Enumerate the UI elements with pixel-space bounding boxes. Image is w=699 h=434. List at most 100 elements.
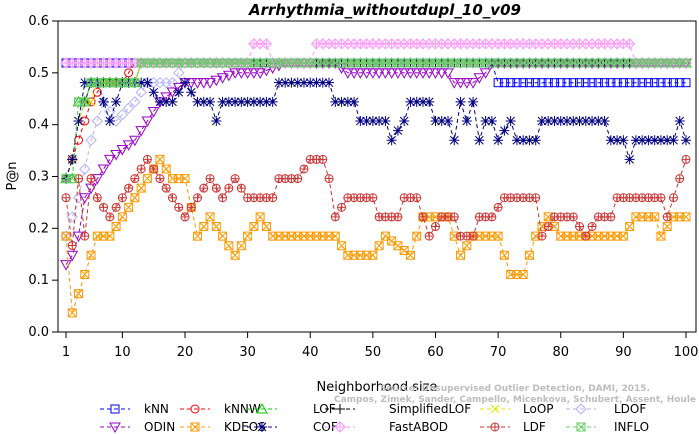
data-point-cof bbox=[98, 96, 109, 107]
data-point-cof bbox=[505, 116, 516, 127]
data-point-odin bbox=[204, 78, 216, 89]
data-point-kdeos bbox=[337, 241, 347, 251]
data-point-ldf bbox=[61, 193, 71, 203]
data-point-ldof bbox=[72, 192, 85, 204]
data-point-kdeos bbox=[261, 222, 271, 232]
data-point-cof bbox=[286, 77, 297, 88]
data-point-cof bbox=[511, 135, 522, 146]
data-point-cof bbox=[411, 96, 422, 107]
data-point-odin bbox=[410, 68, 423, 79]
data-point-odin bbox=[122, 140, 135, 151]
legend-label: kNN bbox=[144, 402, 169, 416]
legend-item-odin: ODIN bbox=[100, 420, 175, 434]
data-point-cof bbox=[355, 116, 366, 127]
data-point-kdeos bbox=[61, 231, 71, 241]
data-point-cof bbox=[443, 116, 454, 127]
data-point-cof bbox=[436, 116, 447, 127]
data-point-knnw bbox=[92, 87, 102, 97]
data-point-cof bbox=[173, 87, 184, 98]
data-point-knn bbox=[637, 78, 647, 88]
data-point-ldof bbox=[173, 67, 185, 79]
data-point-knn bbox=[650, 78, 660, 88]
data-point-kdeos bbox=[117, 212, 127, 222]
data-point-ldf bbox=[186, 202, 196, 212]
y-axis: 0.0 0.1 0.2 0.3 0.4 0.5 0.6 bbox=[28, 14, 59, 340]
data-point-cof bbox=[618, 135, 629, 146]
legend-swatch-marker bbox=[335, 404, 345, 414]
data-point-cof bbox=[73, 116, 84, 127]
data-point-cof bbox=[499, 125, 510, 136]
data-point-knn bbox=[668, 78, 678, 88]
data-point-cof bbox=[568, 116, 579, 127]
data-point-cof bbox=[324, 77, 335, 88]
data-point-cof bbox=[367, 116, 378, 127]
x-tick-label: 30 bbox=[239, 345, 256, 360]
data-point-odin bbox=[348, 68, 360, 79]
data-point-kdeos bbox=[412, 231, 422, 241]
data-point-odin bbox=[254, 68, 266, 79]
data-point-knn bbox=[537, 78, 547, 88]
watermark-line-1: Source: Unsupervised Outlier Detection, … bbox=[380, 384, 650, 394]
data-point-knn bbox=[493, 78, 503, 88]
series-line-ldf bbox=[65, 158, 687, 246]
data-point-cof bbox=[655, 135, 666, 146]
data-point-odin bbox=[235, 68, 248, 79]
data-point-cof bbox=[399, 116, 410, 127]
data-point-cof bbox=[374, 116, 385, 127]
data-point-cof bbox=[455, 96, 466, 107]
x-tick-label: 1 bbox=[62, 345, 70, 360]
data-point-odin bbox=[216, 73, 229, 84]
data-point-ldf bbox=[493, 202, 503, 212]
data-point-kdeos bbox=[249, 222, 259, 232]
data-point-cof bbox=[668, 135, 679, 146]
data-point-ldf bbox=[105, 212, 115, 222]
data-point-odin bbox=[66, 250, 79, 262]
data-point-kdeos bbox=[136, 183, 146, 193]
data-point-kdeos bbox=[155, 154, 165, 164]
data-point-knn bbox=[612, 78, 622, 88]
data-point-kdeos bbox=[211, 222, 221, 232]
data-point-ldf bbox=[149, 164, 159, 174]
data-point-cof bbox=[662, 135, 673, 146]
data-point-cof bbox=[361, 116, 372, 127]
data-point-cof bbox=[386, 135, 397, 146]
data-point-knn bbox=[499, 78, 509, 88]
legend-label: INFLO bbox=[614, 420, 649, 434]
legend-swatch-marker bbox=[190, 404, 200, 414]
data-point-knn bbox=[631, 78, 641, 88]
data-point-ldf bbox=[136, 164, 146, 174]
data-point-cof bbox=[236, 96, 247, 107]
legend-label: KDEOS bbox=[224, 420, 266, 434]
data-point-kdeos bbox=[662, 222, 672, 232]
x-tick-label: 60 bbox=[427, 345, 444, 360]
data-point-ldf bbox=[412, 193, 422, 203]
data-point-knn bbox=[581, 78, 591, 88]
data-point-kdeos bbox=[462, 241, 472, 251]
data-point-cof bbox=[536, 116, 547, 127]
data-point-cof bbox=[217, 96, 228, 107]
data-point-kdeos bbox=[650, 212, 660, 222]
data-point-odin bbox=[129, 135, 141, 147]
data-point-cof bbox=[273, 77, 284, 88]
data-point-cof bbox=[317, 77, 328, 88]
y-tick-label: 0.4 bbox=[28, 118, 49, 133]
data-point-cof bbox=[179, 77, 190, 88]
data-point-cof bbox=[267, 96, 278, 107]
x-tick-label: 40 bbox=[302, 345, 319, 360]
data-point-knn bbox=[625, 78, 635, 88]
data-point-cof bbox=[486, 116, 497, 127]
data-point-odin bbox=[360, 68, 373, 79]
series-layer bbox=[60, 38, 692, 318]
data-point-cof bbox=[449, 135, 460, 146]
legend-label: FastABOD bbox=[389, 420, 448, 434]
data-point-odin bbox=[385, 68, 398, 79]
data-point-ldf bbox=[293, 174, 303, 184]
data-point-odin bbox=[435, 68, 448, 79]
data-point-cof bbox=[643, 135, 654, 146]
data-point-kdeos bbox=[524, 250, 534, 260]
data-point-cof bbox=[255, 96, 266, 107]
data-point-cof bbox=[198, 96, 209, 107]
data-point-odin bbox=[78, 193, 91, 204]
data-point-cof bbox=[524, 135, 535, 146]
